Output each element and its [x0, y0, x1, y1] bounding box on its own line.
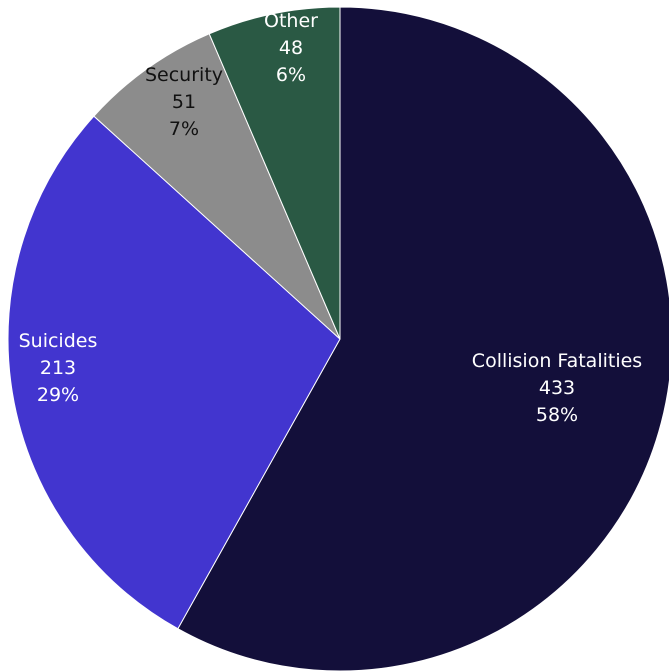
- slices-layer: [7, 6, 669, 671]
- slice-percent-label: 29%: [37, 384, 79, 406]
- slice-value-label: 433: [539, 377, 575, 399]
- pie-slice-security: [93, 33, 341, 340]
- labels-layer: Collision Fatalities 433 58% Suicides 213 29%…: [19, 10, 643, 426]
- slice-name-label: Security: [145, 64, 223, 86]
- pie-slice-other: [208, 6, 341, 340]
- data-label-suicides: Suicides 213 29%: [19, 330, 98, 406]
- slice-name-label: Other: [264, 10, 318, 32]
- slice-percent-label: 7%: [169, 118, 199, 140]
- slice-percent-label: 58%: [536, 404, 578, 426]
- pie-slice-suicides: [7, 115, 341, 630]
- slice-value-label: 213: [40, 357, 76, 379]
- slice-value-label: 48: [279, 37, 303, 59]
- data-label-security: Security 51 7%: [145, 64, 223, 140]
- slice-name-label: Suicides: [19, 330, 98, 352]
- slice-value-label: 51: [172, 91, 196, 113]
- slice-name-label: Collision Fatalities: [472, 350, 642, 372]
- slice-percent-label: 6%: [276, 64, 306, 86]
- data-label-other: Other 48 6%: [264, 10, 318, 86]
- data-label-collision-fatalities: Collision Fatalities 433 58%: [472, 350, 642, 426]
